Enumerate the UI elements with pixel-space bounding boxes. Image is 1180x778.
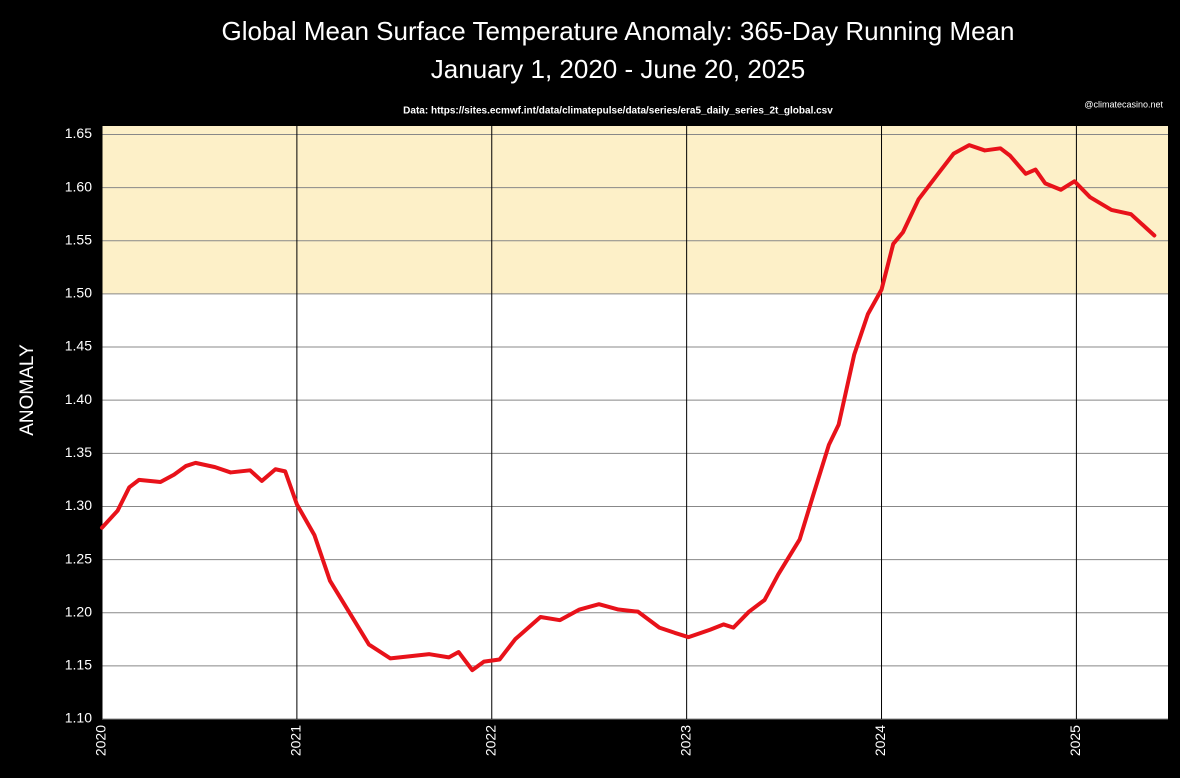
threshold-band bbox=[102, 126, 1168, 294]
source: Data: https://sites.ecmwf.int/data/clima… bbox=[403, 106, 833, 117]
y-tick-label: 1.10 bbox=[65, 710, 92, 726]
y-tick-label: 1.25 bbox=[65, 550, 92, 566]
x-tick-label: 2020 bbox=[93, 725, 109, 756]
x-tick-label: 2021 bbox=[288, 725, 304, 756]
x-tick-label: 2022 bbox=[482, 725, 498, 756]
x-tick-label: 2025 bbox=[1067, 725, 1083, 756]
y-tick-label: 1.35 bbox=[65, 444, 92, 460]
x-tick-label: 2023 bbox=[677, 725, 693, 756]
y-tick-label: 1.65 bbox=[65, 125, 92, 141]
y-tick-label: 1.60 bbox=[65, 178, 92, 194]
chart-title: Global Mean Surface Temperature Anomaly:… bbox=[222, 16, 1015, 46]
data-line bbox=[100, 143, 1157, 673]
y-tick-label: 1.55 bbox=[65, 231, 92, 247]
y-tick-label: 1.20 bbox=[65, 603, 92, 619]
y-tick-label: 1.30 bbox=[65, 497, 92, 513]
y-tick-label: 1.45 bbox=[65, 338, 92, 354]
y-tick-label: 1.15 bbox=[65, 657, 92, 673]
y-tick-label: 1.50 bbox=[65, 285, 92, 301]
credit: @climatecasino.net bbox=[1084, 99, 1163, 109]
y-axis-label: ANOMALY bbox=[17, 344, 38, 436]
y-tick-label: 1.40 bbox=[65, 391, 92, 407]
chart-subtitle: January 1, 2020 - June 20, 2025 bbox=[431, 54, 805, 84]
x-tick-label: 2024 bbox=[872, 725, 888, 756]
